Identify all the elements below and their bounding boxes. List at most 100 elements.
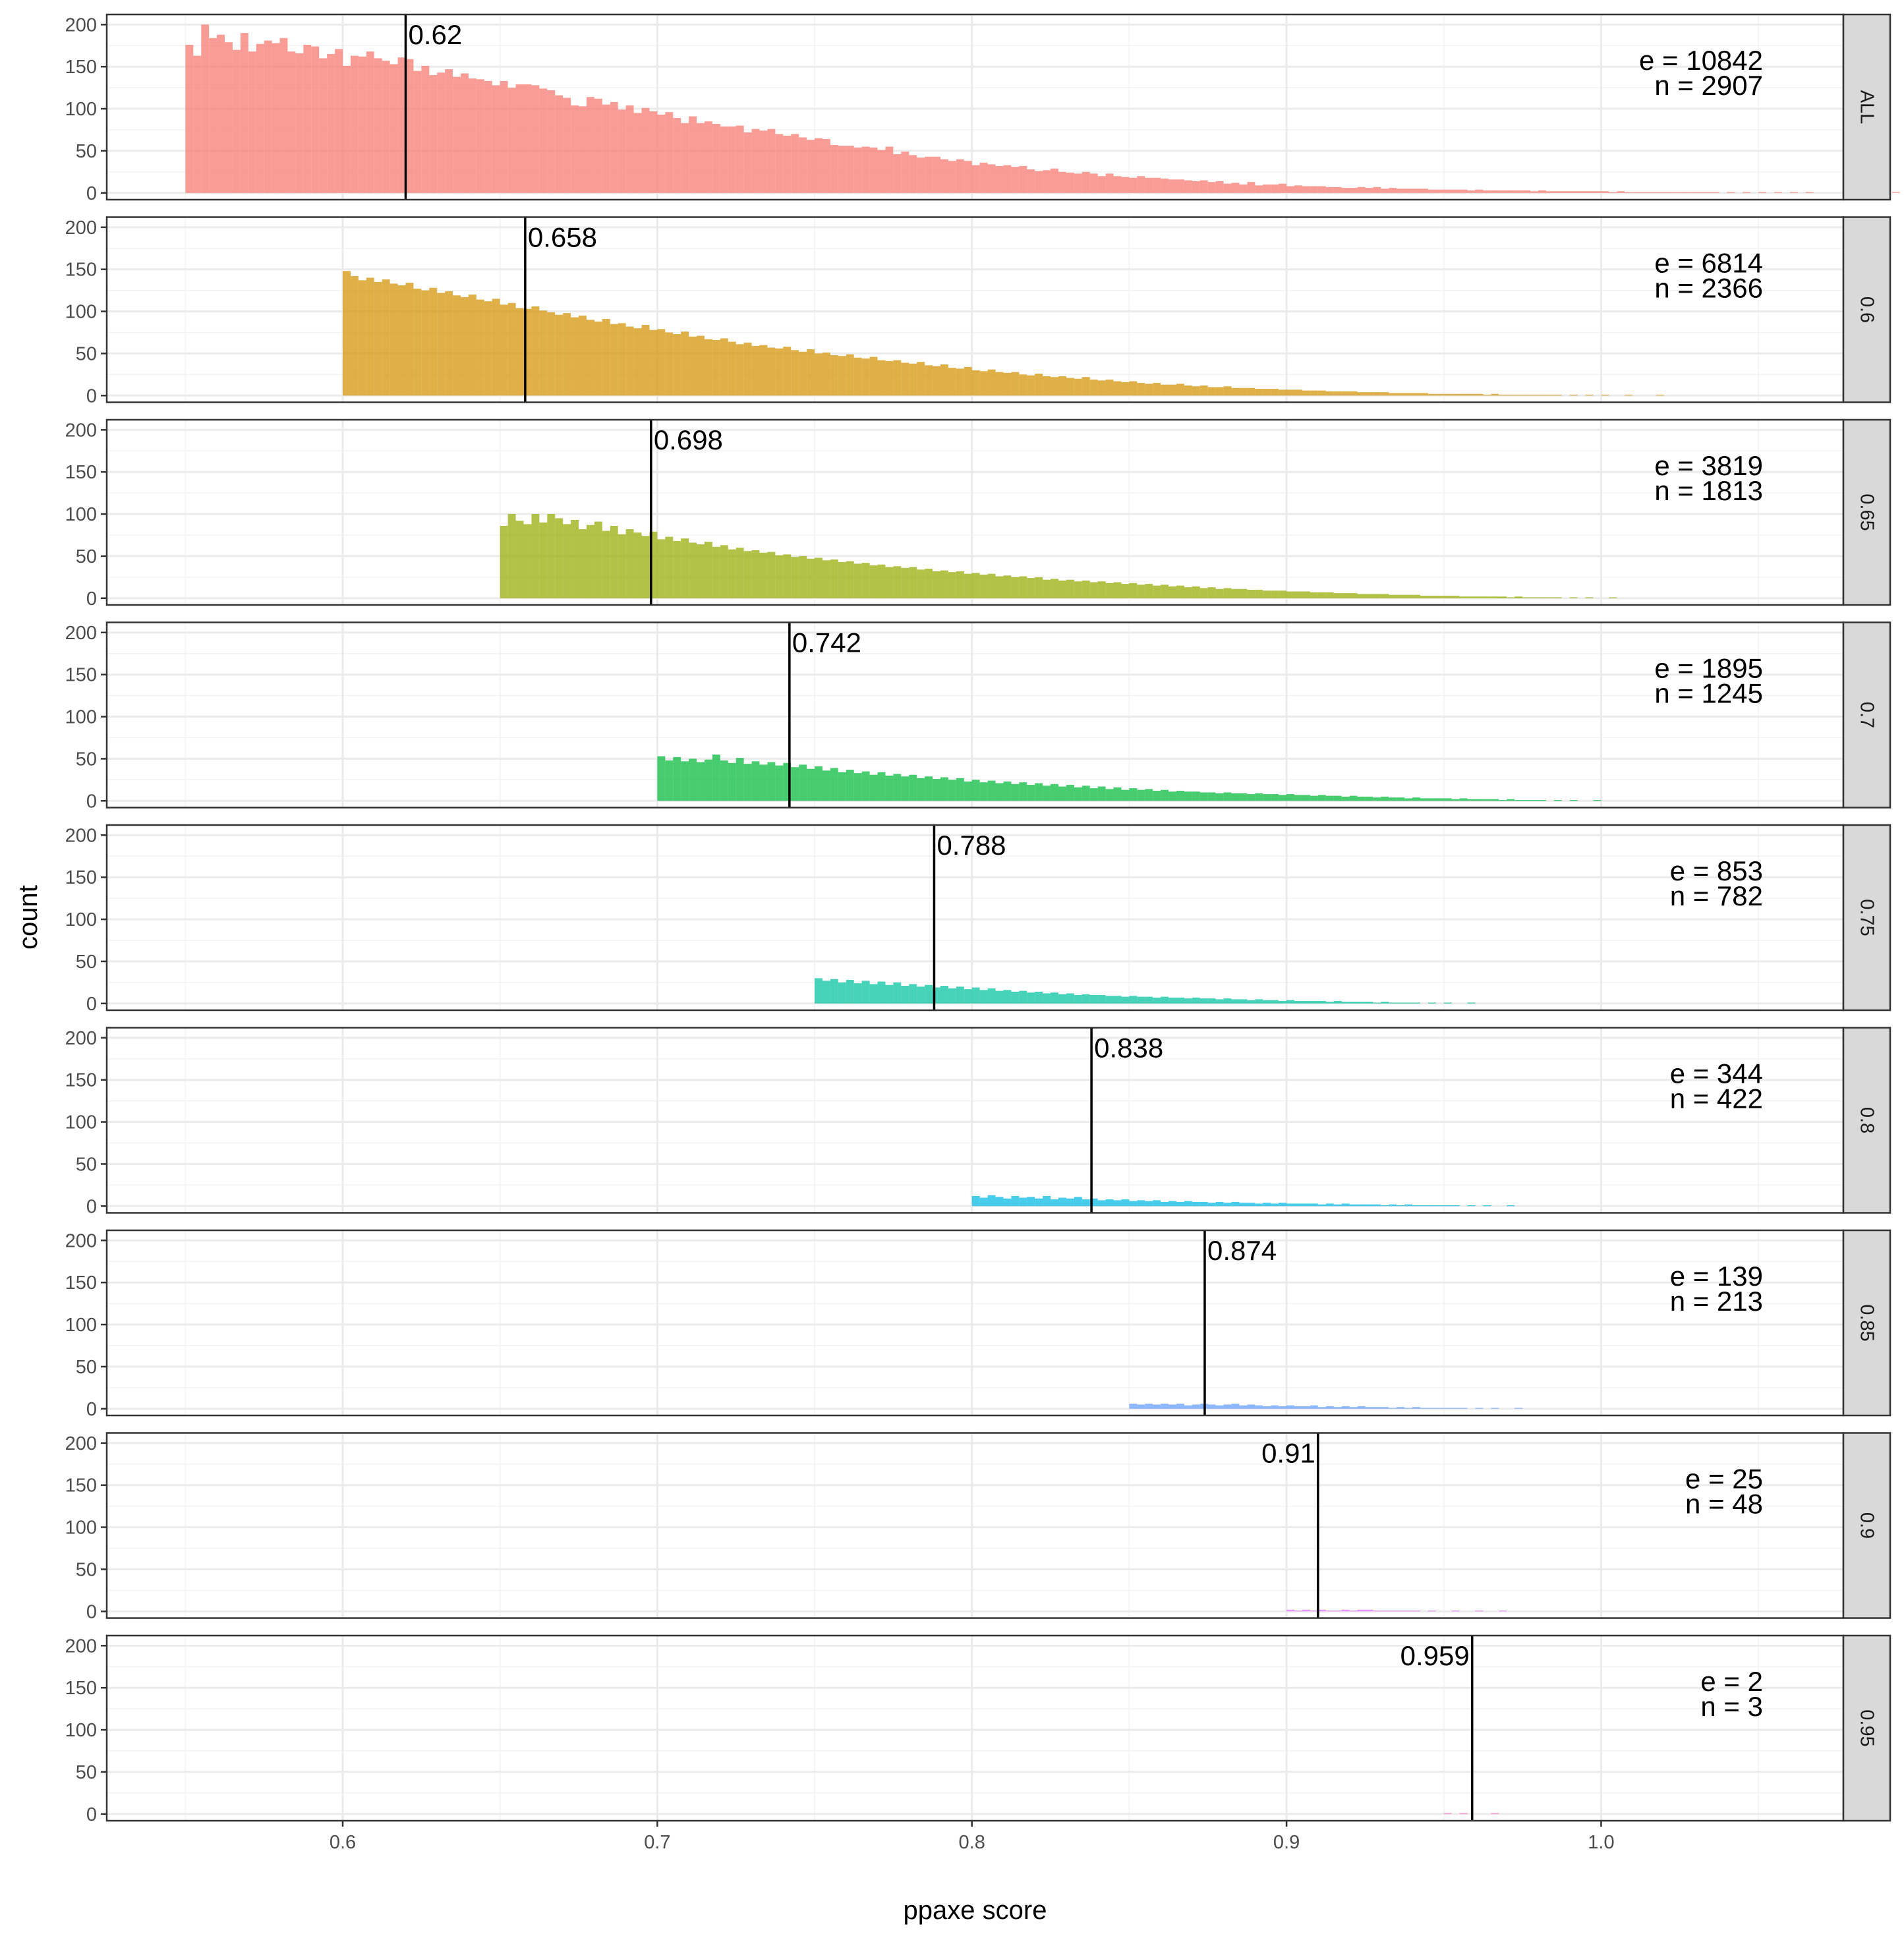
major-gridlines (107, 1636, 1843, 1821)
y-tick-label: 200 (65, 1636, 97, 1657)
histogram-bar (1239, 387, 1248, 396)
histogram-bar (1066, 579, 1074, 598)
histogram-bar (1097, 176, 1106, 193)
histogram-bar (791, 767, 799, 801)
histogram-bar (1286, 186, 1295, 193)
histogram-bar (791, 557, 799, 598)
facet-strip (1842, 621, 1891, 809)
histogram-bar (736, 344, 744, 396)
histogram-bar (1192, 791, 1200, 801)
histogram-bar (1443, 1002, 1452, 1004)
histogram-bar (1192, 997, 1200, 1004)
histogram-bar (492, 299, 500, 396)
histogram-bar (209, 38, 217, 193)
histogram-bar (1051, 579, 1058, 598)
y-tick-label: 150 (65, 1070, 97, 1091)
histogram-bar (1467, 596, 1476, 598)
histogram-bar (1325, 1406, 1334, 1409)
histogram-bar (240, 33, 248, 193)
histogram-bar (1199, 180, 1208, 193)
histogram-bar (625, 326, 634, 396)
y-tick-label: 0 (86, 386, 97, 407)
histogram-bar (397, 57, 406, 193)
histogram-bar (767, 129, 776, 193)
histogram-bar (1333, 1000, 1342, 1004)
histogram-bar (1097, 1200, 1106, 1207)
histogram-bar (979, 371, 988, 396)
histogram-bar (743, 132, 752, 193)
facet-strip (1842, 418, 1891, 606)
histogram-bar (1027, 375, 1035, 396)
histogram-bar (1671, 192, 1680, 193)
histogram-bar (909, 155, 917, 193)
histogram-bar (571, 317, 579, 396)
major-gridlines (107, 1433, 1843, 1618)
histogram-bar (1035, 374, 1043, 396)
histogram-bar (1491, 393, 1499, 396)
histogram-bar (751, 761, 760, 801)
histogram-bar (1341, 1002, 1350, 1004)
histogram-bar (830, 559, 838, 598)
histogram-bar (1357, 1609, 1366, 1612)
y-tick-label: 100 (65, 1315, 97, 1336)
histogram-bar (1420, 188, 1428, 193)
histogram-bar (563, 98, 571, 193)
histogram-bar (335, 49, 343, 193)
histogram-bar (1412, 1407, 1420, 1409)
facet-strip (1842, 1229, 1891, 1417)
histogram-bar (1459, 189, 1468, 193)
histogram-bar (1467, 190, 1476, 193)
histogram-bar (1043, 1195, 1051, 1207)
histogram-bar (1263, 1000, 1271, 1004)
histogram-bar (712, 339, 720, 396)
histogram-bar (1247, 1203, 1255, 1207)
histogram-bar (1192, 1201, 1200, 1207)
histogram-bar (1483, 190, 1491, 193)
histogram-bar (1459, 798, 1468, 801)
y-tick-label: 50 (76, 141, 97, 162)
histogram-bar (343, 271, 351, 396)
histogram-bar (1397, 1002, 1405, 1004)
histogram-bar (901, 776, 909, 801)
histogram-bar (987, 988, 996, 1004)
histogram-bar (1279, 183, 1287, 193)
histogram-bar (1397, 1205, 1405, 1207)
histogram-bar (1215, 1405, 1224, 1409)
histogram-bar (1507, 799, 1515, 801)
histogram-bar (1247, 1404, 1255, 1409)
histogram-bar (1003, 575, 1012, 598)
y-axis-ticks: 0 50 100 150 200 (65, 217, 107, 407)
histogram-bar (1255, 590, 1263, 598)
histogram-bar (1302, 1203, 1310, 1207)
histogram-bar (1192, 386, 1200, 396)
histogram-bar (689, 542, 697, 598)
histogram-bar (830, 979, 838, 1004)
histogram-bar (925, 156, 933, 193)
histogram-bar (1325, 1203, 1334, 1207)
histogram-bar (1058, 994, 1066, 1004)
histogram-bar (1247, 182, 1255, 193)
histogram-bar (1317, 186, 1326, 193)
histogram-bar (500, 525, 508, 598)
histogram-bar (767, 762, 776, 801)
histogram-bar (1294, 1406, 1302, 1409)
histogram-bar (563, 313, 571, 396)
histogram-bar (1515, 1408, 1523, 1409)
histogram-bar (539, 522, 548, 598)
histogram-bar (1263, 1203, 1271, 1207)
histogram-bar (712, 755, 720, 801)
histogram-bar (1341, 1203, 1350, 1207)
histogram-bar (933, 987, 940, 1004)
edge-count-label: e = 3819 (1654, 450, 1763, 481)
minor-gridlines (107, 420, 1843, 605)
histogram-bar (1530, 191, 1538, 193)
histogram-bar (838, 561, 846, 598)
histogram-bar (681, 123, 689, 193)
minor-gridlines (107, 1636, 1843, 1821)
histogram-bar (815, 138, 822, 193)
histogram-bar (185, 44, 194, 193)
x-tick-label: 0.8 (959, 1832, 985, 1853)
histogram-bar (1302, 795, 1310, 801)
